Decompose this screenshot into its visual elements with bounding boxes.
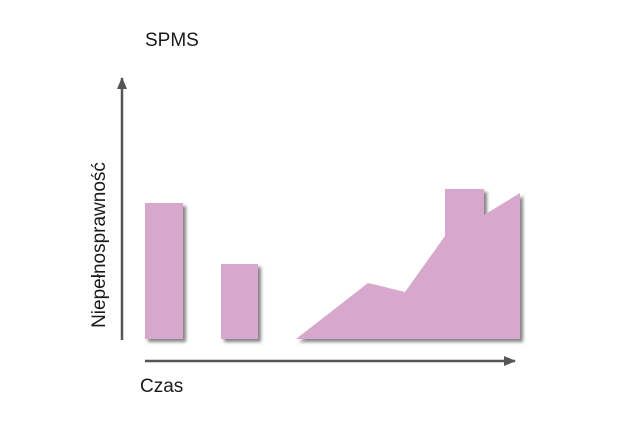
relapse-bar-1 (145, 203, 183, 339)
relapse-bar-2 (221, 264, 258, 339)
diagram-title: SPMS (145, 30, 199, 51)
x-axis-label: Czas (140, 376, 184, 397)
y-axis-label: Niepełnosprawność (89, 162, 110, 328)
progression-area (296, 189, 520, 339)
